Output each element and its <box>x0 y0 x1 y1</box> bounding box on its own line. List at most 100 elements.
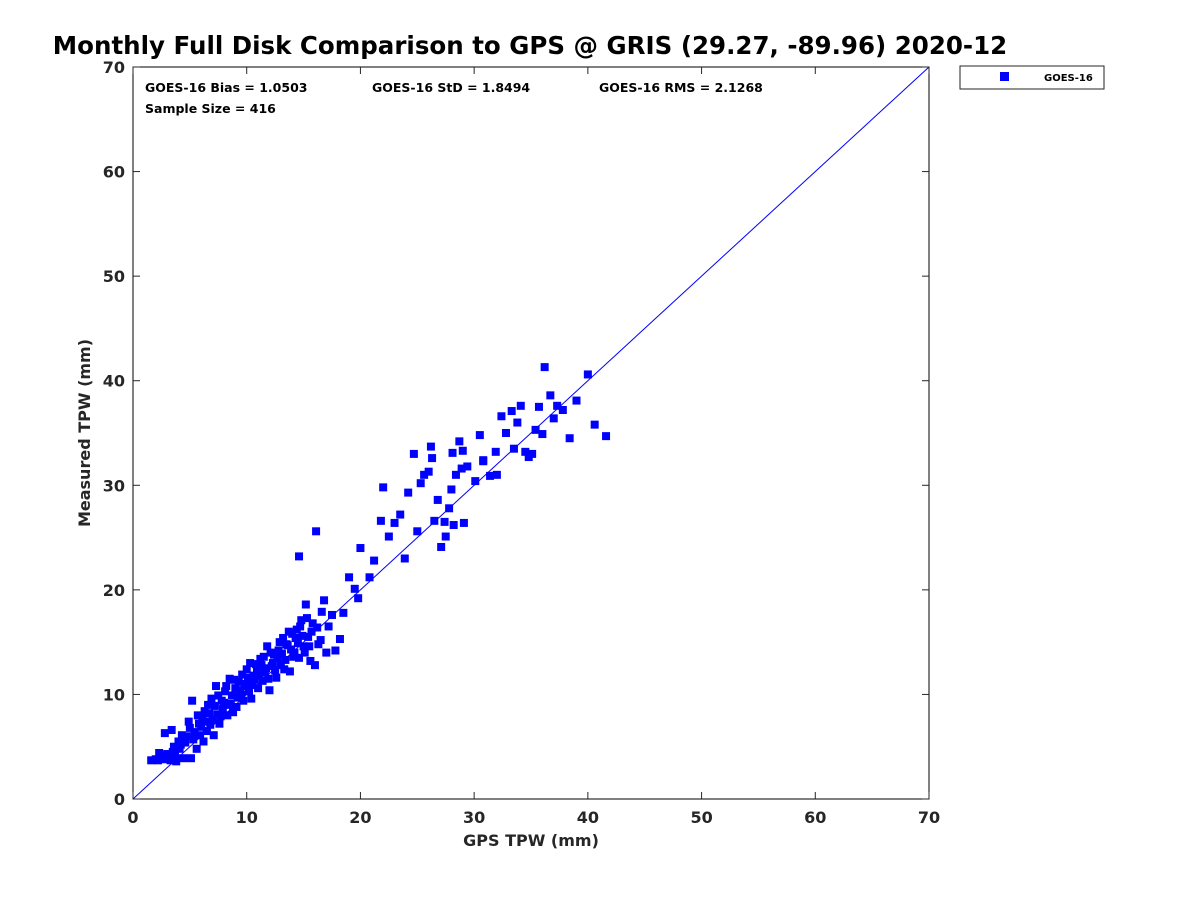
data-point <box>157 752 166 761</box>
data-point <box>335 635 344 644</box>
y-tick-label: 30 <box>103 476 125 495</box>
x-axis: 0 10 20 30 40 50 60 70 <box>127 67 940 827</box>
data-point <box>513 418 522 427</box>
data-point <box>376 516 385 525</box>
data-point <box>463 462 472 471</box>
x-tick-label: 10 <box>236 808 258 827</box>
data-point <box>251 660 260 669</box>
data-point <box>317 607 326 616</box>
data-point <box>413 527 422 536</box>
data-point <box>204 700 213 709</box>
data-point <box>428 454 437 463</box>
data-point <box>160 729 169 738</box>
data-point <box>271 666 280 675</box>
legend-label: GOES-16 <box>1044 73 1093 84</box>
data-point <box>277 649 286 658</box>
data-point <box>291 633 300 642</box>
y-tick-label: 70 <box>103 58 125 77</box>
data-point <box>147 756 156 765</box>
data-point <box>524 453 533 462</box>
data-point <box>171 751 180 760</box>
data-point <box>216 712 225 721</box>
plot-frame <box>132 66 930 800</box>
legend-box <box>959 65 1105 90</box>
data-point <box>447 485 456 494</box>
data-point <box>497 412 506 421</box>
data-point <box>287 645 296 654</box>
data-point <box>207 694 216 703</box>
data-point <box>302 614 311 623</box>
std-annotation: GOES-16 StD = 1.8494 <box>372 80 530 95</box>
data-point <box>175 744 184 753</box>
one-to-one-reference-line <box>132 66 930 800</box>
data-point <box>225 674 234 683</box>
data-point <box>538 430 547 439</box>
data-point <box>249 671 258 680</box>
data-point <box>300 648 309 657</box>
data-point <box>177 731 186 740</box>
data-point <box>458 446 467 455</box>
data-point <box>214 691 223 700</box>
data-point <box>200 707 209 716</box>
sample-size-annotation: Sample Size = 416 <box>145 101 276 116</box>
data-point <box>234 677 243 686</box>
data-point <box>534 402 543 411</box>
data-point <box>350 584 359 593</box>
data-point <box>365 573 374 582</box>
data-point <box>198 713 207 722</box>
data-point <box>293 639 302 648</box>
data-point <box>231 684 240 693</box>
data-point <box>451 470 460 479</box>
data-point <box>248 681 257 690</box>
data-point <box>250 675 259 684</box>
data-point <box>184 717 193 726</box>
x-tick-label: 30 <box>463 808 485 827</box>
data-point <box>166 756 175 765</box>
y-tick-label: 10 <box>103 685 125 704</box>
data-point <box>237 690 246 699</box>
data-point <box>272 673 281 682</box>
data-point <box>154 756 163 765</box>
data-point <box>420 470 429 479</box>
x-tick-label: 70 <box>918 808 940 827</box>
data-point <box>295 552 304 561</box>
data-point <box>354 594 363 603</box>
data-point <box>189 735 198 744</box>
data-point <box>312 527 321 536</box>
data-point <box>222 682 231 691</box>
data-point <box>244 687 253 696</box>
data-point <box>224 700 233 709</box>
data-point <box>345 573 354 582</box>
data-points <box>147 363 611 766</box>
data-point <box>188 696 197 705</box>
data-point <box>219 698 228 707</box>
data-point <box>475 431 484 440</box>
data-point <box>196 731 205 740</box>
data-point <box>424 467 433 476</box>
data-point <box>260 668 269 677</box>
data-point <box>409 449 418 458</box>
data-point <box>186 754 195 763</box>
data-point <box>232 702 241 711</box>
data-point <box>507 407 516 416</box>
data-point <box>583 370 592 379</box>
data-point <box>221 687 230 696</box>
data-point <box>185 723 194 732</box>
data-point <box>310 661 319 670</box>
data-point <box>558 405 567 414</box>
data-point <box>390 518 399 527</box>
data-point <box>531 425 540 434</box>
data-point <box>433 495 442 504</box>
data-point <box>229 708 238 717</box>
data-point <box>307 627 316 636</box>
data-point <box>320 596 329 605</box>
data-point <box>298 631 307 640</box>
data-point <box>246 659 255 668</box>
y-tick-label: 40 <box>103 372 125 391</box>
data-point <box>284 627 293 636</box>
y-tick-label: 60 <box>103 163 125 182</box>
x-tick-label: 60 <box>804 808 826 827</box>
data-point <box>448 448 457 457</box>
data-point <box>282 640 291 649</box>
data-point <box>190 728 199 737</box>
